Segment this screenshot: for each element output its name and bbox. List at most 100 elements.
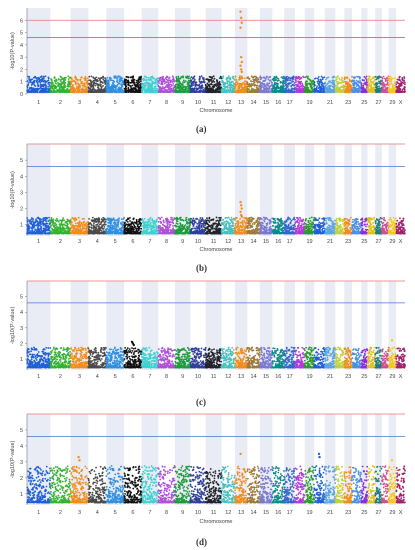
snp-point [111,91,114,94]
snp-point [35,91,37,93]
snp-point [208,80,211,83]
snp-point [217,91,220,93]
snp-point [143,79,146,81]
snp-point [216,88,219,91]
snp-point [67,220,70,223]
chromosome-band [27,8,51,94]
snp-point [277,78,280,80]
snp-point [45,220,48,222]
snp-point [292,75,295,78]
snp-point [245,83,248,86]
snp-point [150,83,152,86]
snp-point [99,81,102,84]
snp-point [215,90,217,93]
snp-point [50,224,52,227]
snp-point [263,80,266,82]
snp-point [92,82,95,84]
snp-point [255,79,258,82]
snp-point [182,76,184,79]
snp-point [369,78,372,81]
snp-point [238,75,241,78]
snp-point [261,85,264,88]
snp-point [36,220,39,223]
snp-point [396,88,399,91]
snp-point [384,89,387,92]
panel-label-b: (b) [196,263,207,273]
snp-point [116,77,119,79]
snp-point [316,77,319,80]
snp-point [264,78,267,80]
snp-point [27,232,29,234]
snp-point [38,77,41,80]
snp-point [94,77,97,80]
snp-point [252,78,255,81]
snp-point [59,225,62,228]
snp-point [54,222,56,224]
snp-point [47,76,50,79]
snp-point [403,88,406,91]
snp-point [390,82,392,85]
snp-point [138,86,140,89]
snp-point [261,81,263,84]
snp-point [210,79,212,82]
snp-point [327,76,330,79]
snp-point [35,79,38,82]
snp-point [50,218,53,221]
snp-point [213,77,216,80]
snp-point [246,87,249,90]
snp-point [35,218,38,221]
snp-point [297,88,300,90]
y-tick-label: 5 [20,158,23,164]
snp-point [327,85,330,88]
snp-point [36,88,39,91]
snp-point [250,88,253,91]
snp-point [42,229,45,232]
snp-point [343,85,346,88]
snp-point [30,222,33,225]
snp-point [34,231,37,234]
snp-point [49,226,52,229]
chromosome-band [70,8,89,94]
snp-point [137,83,139,86]
snp-point [393,88,396,90]
snp-point [398,85,400,88]
x-tick-label: 29 [389,100,395,106]
snp-point [324,82,327,85]
snp-point [57,220,60,223]
y-tick-label: 2 [20,207,23,213]
snp-point [40,75,43,78]
snp-point [358,85,360,87]
chromosome-band [234,8,248,94]
snp-point [186,83,189,86]
snp-point [88,79,90,82]
snp-point [361,79,364,82]
snp-point [287,77,290,80]
snp-point [97,88,100,91]
snp-point [234,86,237,88]
snp-point [26,217,28,219]
snp-point [143,75,146,78]
snp-point [305,80,308,83]
snp-point [330,81,333,84]
snp-point [149,87,152,90]
snp-point [55,90,58,93]
snp-point [191,80,194,83]
snp-point [209,83,211,86]
snp-point [255,75,257,78]
snp-point [121,77,124,80]
snp-point [322,76,324,79]
snp-point [243,90,246,93]
snp-point [213,91,216,94]
snp-point [88,82,91,85]
snp-point [355,90,358,93]
x-tick-label: 7 [148,100,151,106]
snp-point [401,88,404,91]
snp-point [84,88,87,91]
chromosome-band [259,8,273,94]
snp-point [84,75,87,78]
snp-point [200,75,203,78]
snp-point [218,82,221,84]
snp-point [287,88,290,90]
